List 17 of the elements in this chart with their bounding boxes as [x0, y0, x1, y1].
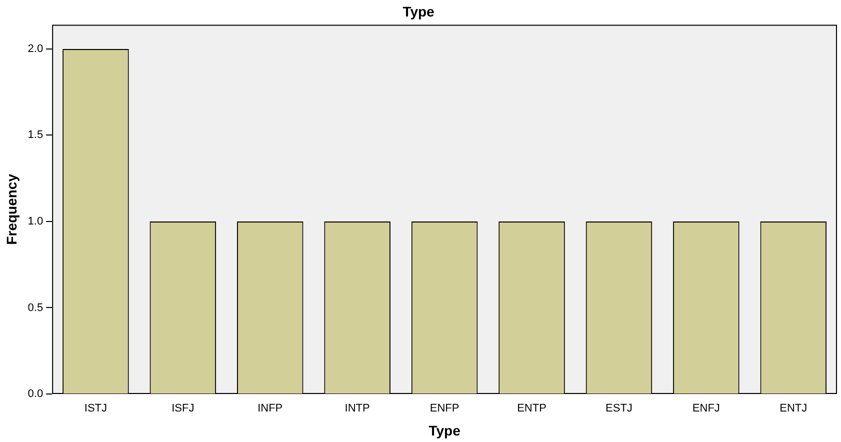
y-tick-label: 1.0 — [28, 216, 44, 228]
y-tick-label: 0.5 — [28, 302, 44, 314]
y-axis-title: Frequency — [3, 174, 20, 245]
x-tick-label: ISTJ — [84, 402, 108, 415]
y-tick-label: 2.0 — [28, 42, 44, 55]
x-axis-title: Type — [428, 422, 461, 438]
y-tick-label: 1.5 — [28, 129, 44, 142]
x-tick-label: ENTJ — [780, 402, 808, 415]
x-tick-label: ENFP — [430, 402, 460, 415]
x-tick-label: ENTP — [517, 402, 546, 415]
x-tick-label: ENFJ — [692, 402, 720, 415]
x-tick-label: ISFJ — [172, 402, 194, 415]
chart-title: Type — [402, 3, 435, 20]
y-tick-label: 0.0 — [28, 388, 44, 400]
x-tick-label: INFP — [258, 402, 283, 415]
x-tick-label: ESTJ — [606, 402, 632, 415]
x-tick-label: INTP — [344, 402, 370, 415]
